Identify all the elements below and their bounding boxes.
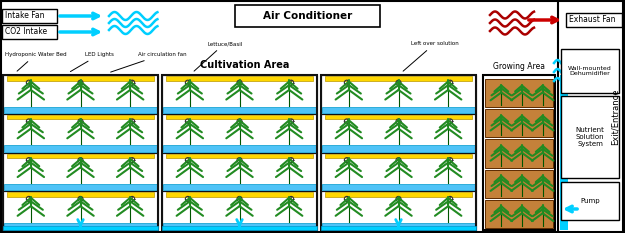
Bar [4, 223, 157, 229]
Bar [235, 5, 380, 27]
Bar [3, 153, 158, 191]
Bar [7, 154, 154, 158]
Text: Lettuce/Basil: Lettuce/Basil [194, 41, 242, 71]
Bar [485, 200, 553, 228]
Bar [163, 223, 316, 229]
Bar [3, 114, 158, 153]
Bar [2, 25, 57, 39]
Bar [321, 226, 476, 230]
Bar [7, 76, 154, 81]
Bar [163, 145, 316, 151]
Bar [162, 191, 317, 230]
Bar [322, 223, 475, 229]
Text: Air Conditioner: Air Conditioner [263, 11, 352, 21]
Bar [4, 145, 157, 151]
Bar [7, 192, 154, 197]
Bar [566, 13, 622, 27]
Bar [561, 96, 619, 178]
Bar [321, 153, 476, 191]
Bar [325, 192, 472, 197]
Bar [321, 75, 476, 230]
Bar [166, 154, 313, 158]
Bar [560, 75, 568, 230]
Text: Hydroponic Water Bed: Hydroponic Water Bed [5, 52, 67, 71]
Bar [321, 191, 476, 230]
Bar [4, 184, 157, 190]
Bar [485, 170, 553, 198]
Text: Exit/Entrance: Exit/Entrance [611, 88, 619, 145]
Bar [163, 106, 316, 113]
Text: Air circulation fan: Air circulation fan [111, 52, 187, 72]
Bar [162, 226, 317, 230]
Bar [322, 184, 475, 190]
Text: Cultivation Area: Cultivation Area [200, 60, 290, 70]
Bar [322, 145, 475, 151]
Text: Intake Fan: Intake Fan [5, 11, 44, 21]
Bar [4, 106, 157, 113]
Bar [321, 75, 476, 114]
Bar [3, 75, 158, 230]
Bar [483, 75, 555, 230]
Bar [166, 192, 313, 197]
Text: Growing Area: Growing Area [493, 62, 545, 71]
Bar [322, 106, 475, 113]
Text: Exhaust Fan: Exhaust Fan [569, 16, 616, 24]
Bar [325, 76, 472, 81]
Text: Nutrient
Solution
System: Nutrient Solution System [576, 127, 604, 147]
Bar [561, 182, 619, 220]
Bar [162, 75, 317, 230]
Bar [166, 76, 313, 81]
Bar [166, 115, 313, 119]
Bar [162, 75, 317, 114]
Bar [162, 153, 317, 191]
Bar [3, 191, 158, 230]
Bar [2, 9, 57, 23]
Bar [325, 154, 472, 158]
Text: CO2 Intake: CO2 Intake [5, 27, 47, 37]
Bar [485, 109, 553, 137]
Bar [162, 114, 317, 153]
Text: LED Lights: LED Lights [71, 52, 114, 72]
Text: Pump: Pump [580, 198, 600, 204]
Text: Wall-mounted
Dehumidifier: Wall-mounted Dehumidifier [568, 66, 612, 76]
Text: Left over solution: Left over solution [403, 41, 459, 71]
Bar [485, 139, 553, 168]
Bar [3, 75, 158, 114]
Bar [485, 79, 553, 107]
Bar [321, 114, 476, 153]
Bar [325, 115, 472, 119]
Bar [163, 184, 316, 190]
Bar [558, 1, 623, 232]
Bar [561, 49, 619, 93]
Bar [3, 226, 158, 230]
Bar [7, 115, 154, 119]
